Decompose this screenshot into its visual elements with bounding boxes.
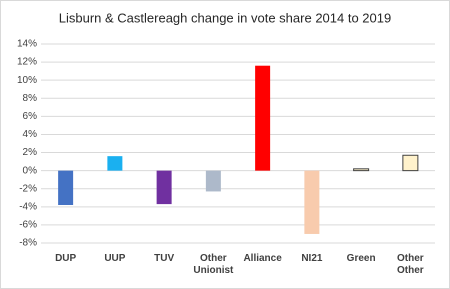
x-tick-label: TUV [154,253,175,264]
y-tick-label: 8% [23,93,38,104]
bar [255,65,271,171]
y-tick-label: 10% [17,75,37,86]
y-tick-label: -6% [19,220,37,231]
y-tick-label: 14% [17,39,37,50]
y-tick-label: 4% [23,129,38,140]
y-tick-label: -8% [19,238,37,249]
bar [205,170,221,192]
y-tick-label: 6% [23,111,38,122]
bar [402,154,419,172]
chart-title: Lisburn & Castlereagh change in vote sha… [59,10,391,25]
bar [107,156,123,171]
y-tick-label: -4% [19,201,37,212]
x-tick-label: NI21 [301,253,323,264]
x-tick-label: Other Other [397,253,424,276]
bar [58,170,74,206]
x-tick-label: UUP [104,253,126,264]
x-tick-label: Alliance [243,253,282,264]
y-tick-label: 12% [17,57,37,68]
x-tick-label: Green [346,253,376,264]
bar [156,170,172,205]
y-tick-label: -2% [19,183,37,194]
y-tick-label: 0% [23,165,38,176]
x-tick-label: Other Unionist [193,253,234,276]
bar [304,170,320,234]
x-tick-label: DUP [55,253,77,264]
bar [353,168,370,172]
y-tick-label: 2% [23,147,38,158]
